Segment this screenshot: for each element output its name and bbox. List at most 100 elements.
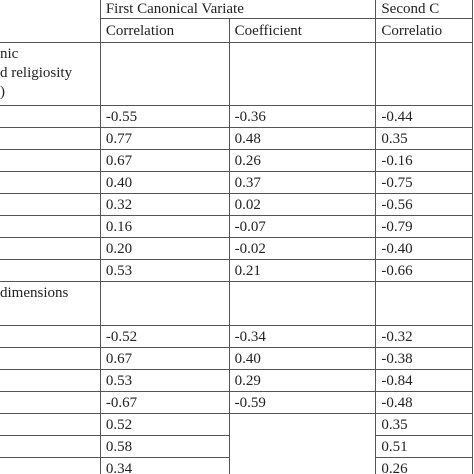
value-cell: -0.52 [99, 325, 230, 348]
value-cell: 0.26 [228, 149, 377, 172]
column-header: Correlatio [375, 18, 473, 43]
empty-cell [99, 42, 230, 106]
value-cell: 0.34 [99, 457, 230, 474]
value-cell: 0.26 [375, 457, 473, 474]
value-cell: -0.40 [375, 237, 473, 260]
row-label [0, 369, 101, 392]
data-row: -0.67 -0.59 -0.48 [0, 391, 473, 414]
value-cell: 0.02 [228, 193, 377, 216]
group-header: Second C [375, 0, 473, 19]
empty-cell [228, 435, 377, 458]
label-line: dimensions [0, 285, 69, 301]
value-cell: 0.53 [99, 259, 230, 282]
header-row: First Canonical Variate Second C [0, 0, 473, 43]
value-cell: 0.51 [375, 435, 473, 458]
data-row: 0.53 0.29 -0.84 [0, 369, 473, 392]
group-header: First Canonical Variate [99, 0, 377, 19]
value-cell: -0.32 [375, 325, 473, 348]
value-cell: 0.16 [99, 215, 230, 238]
row-label [0, 259, 101, 282]
data-row: 0.53 0.21 -0.66 [0, 259, 473, 282]
row-label [0, 127, 101, 150]
value-cell: -0.55 [99, 105, 230, 128]
data-row: 0.20 -0.02 -0.40 [0, 237, 473, 260]
value-cell: 0.20 [99, 237, 230, 260]
row-label [0, 105, 101, 128]
empty-cell [99, 281, 230, 326]
value-cell: -0.44 [375, 105, 473, 128]
row-label [0, 325, 101, 348]
value-cell: 0.32 [99, 193, 230, 216]
value-cell: -0.34 [228, 325, 377, 348]
value-cell: -0.38 [375, 347, 473, 370]
row-label [0, 171, 101, 194]
empty-cell [375, 42, 473, 106]
data-row: -0.55 -0.36 -0.44 [0, 105, 473, 128]
column-header: Coefficient [228, 18, 377, 43]
data-row: 0.77 0.48 0.35 [0, 127, 473, 150]
value-cell: 0.52 [99, 413, 230, 436]
label-line: nic [0, 46, 19, 62]
empty-cell [228, 413, 377, 436]
empty-cell [375, 281, 473, 326]
value-cell: -0.84 [375, 369, 473, 392]
value-cell: 0.35 [375, 127, 473, 150]
data-row: 0.16 -0.07 -0.79 [0, 215, 473, 238]
value-cell: 0.21 [228, 259, 377, 282]
data-row: -0.52 -0.34 -0.32 [0, 325, 473, 348]
value-cell: -0.75 [375, 171, 473, 194]
data-row: 0.58 0.51 [0, 435, 473, 458]
row-label [0, 413, 101, 436]
data-row: 0.40 0.37 -0.75 [0, 171, 473, 194]
header-cell [0, 0, 101, 43]
value-cell: 0.48 [228, 127, 377, 150]
value-cell: -0.56 [375, 193, 473, 216]
value-cell: 0.58 [99, 435, 230, 458]
empty-cell [228, 42, 377, 106]
empty-cell [228, 281, 377, 326]
data-row: 0.67 0.26 -0.16 [0, 149, 473, 172]
data-row: 0.52 0.35 [0, 413, 473, 436]
value-cell: -0.16 [375, 149, 473, 172]
data-row: 0.34 0.26 [0, 457, 473, 474]
value-cell: 0.53 [99, 369, 230, 392]
value-cell: -0.02 [228, 237, 377, 260]
label-line: ) [0, 84, 5, 100]
value-cell: 0.40 [228, 347, 377, 370]
row-label [0, 237, 101, 260]
data-row: 0.32 0.02 -0.56 [0, 193, 473, 216]
row-label [0, 347, 101, 370]
value-cell: -0.48 [375, 391, 473, 414]
data-row: 0.67 0.40 -0.38 [0, 347, 473, 370]
row-label [0, 149, 101, 172]
section-label: nic d religiosity) [0, 42, 101, 106]
value-cell: 0.37 [228, 171, 377, 194]
value-cell: -0.36 [228, 105, 377, 128]
row-label [0, 435, 101, 458]
value-cell: -0.79 [375, 215, 473, 238]
value-cell: 0.29 [228, 369, 377, 392]
row-label [0, 215, 101, 238]
value-cell: 0.67 [99, 347, 230, 370]
row-label [0, 391, 101, 414]
row-label [0, 193, 101, 216]
value-cell: -0.59 [228, 391, 377, 414]
value-cell: -0.66 [375, 259, 473, 282]
row-label [0, 457, 101, 474]
empty-cell [228, 457, 377, 474]
value-cell: 0.67 [99, 149, 230, 172]
section-label: dimensions [0, 281, 101, 326]
value-cell: 0.77 [99, 127, 230, 150]
value-cell: -0.07 [228, 215, 377, 238]
section-row: nic d religiosity) [0, 42, 473, 106]
column-header: Correlation [99, 18, 230, 43]
label-line: d religiosity [0, 65, 73, 81]
value-cell: -0.67 [99, 391, 230, 414]
value-cell: 0.40 [99, 171, 230, 194]
section-row: dimensions [0, 281, 473, 326]
header-row: Correlation Coefficient Correlatio [0, 18, 473, 43]
value-cell: 0.35 [375, 413, 473, 436]
